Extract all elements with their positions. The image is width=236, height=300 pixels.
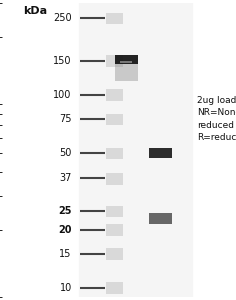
Text: 150: 150 (53, 56, 72, 66)
Text: NR: NR (118, 0, 134, 2)
Text: 25: 25 (58, 206, 72, 216)
Text: 75: 75 (59, 114, 72, 124)
Text: 2ug loading
NR=Non-
reduced
R=reduced: 2ug loading NR=Non- reduced R=reduced (197, 96, 236, 142)
Text: 15: 15 (59, 249, 72, 259)
Text: R: R (157, 0, 165, 2)
Text: 20: 20 (58, 225, 72, 235)
Text: 50: 50 (59, 148, 72, 158)
Text: 10: 10 (59, 283, 72, 293)
Text: 37: 37 (59, 173, 72, 184)
Text: 250: 250 (53, 13, 72, 23)
Text: kDa: kDa (23, 6, 47, 16)
Bar (79, 3, 192, 297)
Text: 100: 100 (53, 90, 72, 100)
